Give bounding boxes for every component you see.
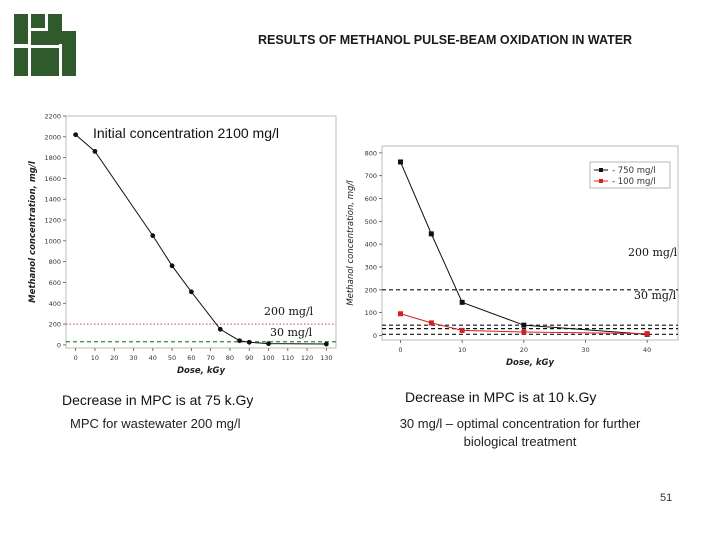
data-point [459,299,465,305]
data-point [217,326,223,332]
y-tick-label: 200 [49,321,61,329]
data-point [398,311,403,317]
x-tick-label: 70 [207,354,215,362]
y-tick-label: 0 [373,332,377,340]
data-point [169,263,175,269]
legend-label: - 750 mg/l [612,166,656,176]
x-tick-label: 50 [168,354,176,362]
x-tick-label: 130 [320,354,332,362]
y-tick-label: 600 [365,195,377,203]
legend-marker [599,179,603,183]
x-tick-label: 40 [149,354,157,362]
right-heading: Decrease in MPC is at 10 k.Gy [405,389,597,405]
data-point [150,233,156,239]
x-tick-label: 90 [245,354,253,362]
data-point [521,329,527,335]
y-tick-label: 1600 [44,175,61,183]
y-tick-label: 400 [365,241,377,249]
legend-box [589,161,671,189]
data-point [428,320,434,326]
data-point [188,289,194,295]
x-tick-label: 0 [398,346,402,354]
y-tick-label: 0 [57,341,61,349]
data-point [521,322,527,328]
x-axis-label: Dose, kGy [506,358,555,368]
data-point [398,159,403,165]
y-tick-label: 500 [365,218,377,226]
data-point [266,341,271,347]
x-tick-label: 10 [91,354,99,362]
legend-marker [599,168,603,172]
y-tick-label: 2000 [44,133,61,141]
left-note: MPC for wastewater 200 mg/l [70,416,241,431]
x-tick-label: 10 [458,346,466,354]
left-heading: Decrease in MPC is at 75 k.Gy [62,392,254,408]
x-tick-label: 120 [301,354,313,362]
x-tick-label: 60 [187,354,195,362]
x-tick-label: 80 [226,354,234,362]
page-number: 51 [660,492,673,504]
logo-block [31,14,45,28]
y-tick-label: 600 [49,279,61,287]
series-line [75,134,327,345]
logo-block [62,31,76,76]
chart-right: 0 100 200 300 400 500 600 700 800 0 10 20 30 40 Dose, … [346,145,679,368]
right-30-label: 30 mg/l [634,289,677,302]
y-tick-label: 100 [365,309,377,317]
y-tick-label: 1200 [44,217,61,225]
x-tick-label: 30 [581,346,589,354]
initial-concentration-label: Initial concentration 2100 mg/l [93,125,279,141]
x-tick-label: 40 [643,346,651,354]
data-point [246,339,252,345]
logo-block [31,48,59,76]
y-tick-label: 1800 [44,154,61,162]
chart-left: 0200400600800100012001400160018002000220… [28,113,337,376]
x-tick-label: 20 [520,346,528,354]
x-tick-label: 110 [282,354,294,362]
y-tick-label: 800 [365,149,377,157]
plot-frame [381,145,679,341]
y-tick-label: 800 [49,258,61,266]
x-tick-label: 30 [129,354,137,362]
x-axis-label: Dose, kGy [177,366,226,376]
data-point [428,231,434,237]
y-tick-label: 300 [365,263,377,271]
y-tick-label: 700 [365,172,377,180]
y-tick-label: 1400 [44,196,61,204]
y-axis-label: Methanol concentration, mg/l [346,180,356,306]
data-point [92,148,98,154]
logo-block [14,14,28,44]
logo-block [14,48,28,76]
logo [14,14,76,76]
left-200-label: 200 mg/l [264,305,314,318]
right-200-label: 200 mg/l [628,246,678,259]
x-tick-label: 20 [110,354,118,362]
y-axis-label: Methanol concentration, mg/l [28,160,38,303]
data-point [644,331,650,337]
legend-label: - 100 mg/l [612,177,656,187]
x-tick-label: 0 [74,354,78,362]
data-point [73,132,79,138]
left-30-label: 30 mg/l [270,326,313,339]
data-point [323,341,329,347]
y-tick-label: 200 [365,286,377,294]
data-point [459,327,465,333]
logo-block [31,31,59,45]
page-title: RESULTS OF METHANOL PULSE-BEAM OXIDATION… [258,33,633,47]
right-note: 30 mg/l – optimal concentration for furt… [399,416,641,449]
plot-frame [65,115,337,349]
y-tick-label: 400 [49,300,61,308]
y-tick-label: 2200 [44,113,61,121]
y-tick-label: 1000 [44,237,61,245]
x-tick-label: 100 [262,354,274,362]
data-point [237,338,242,344]
